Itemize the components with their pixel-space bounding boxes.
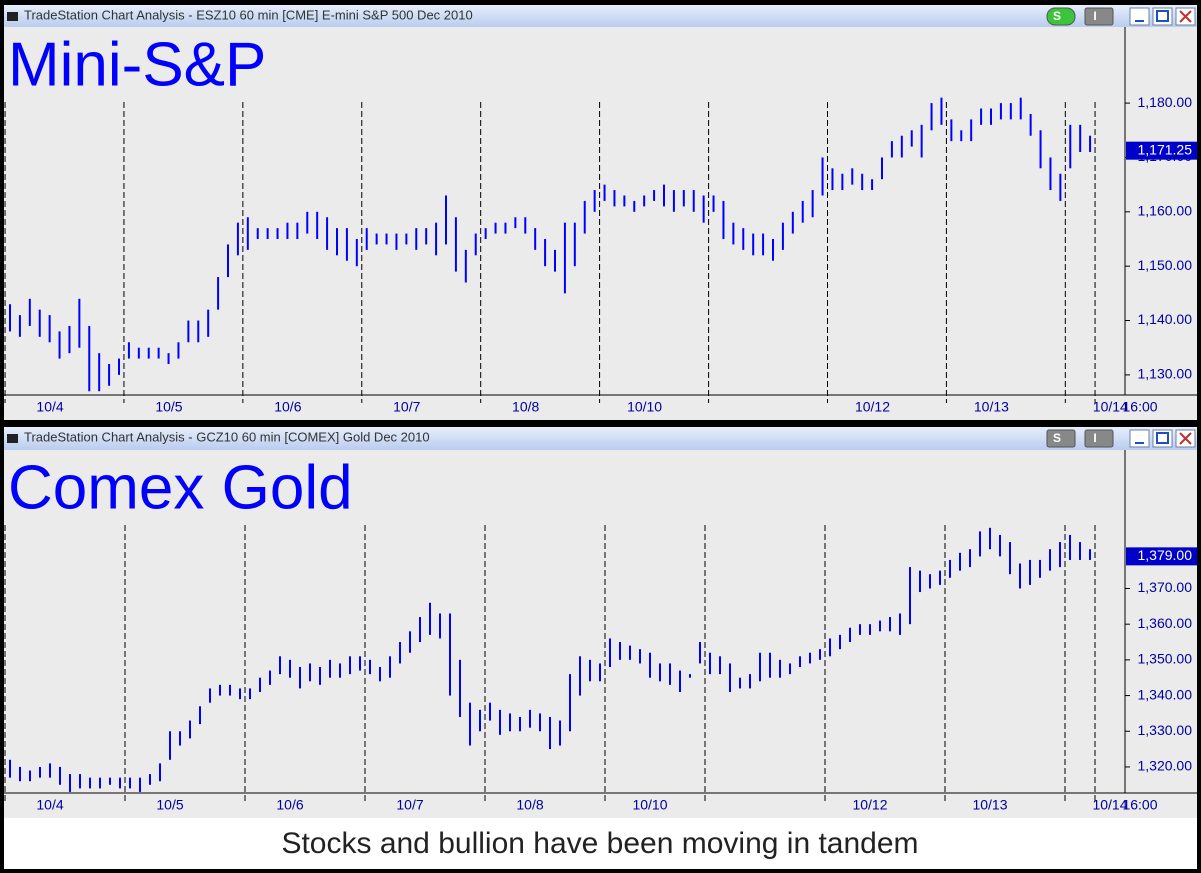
x-tick-label: 10/10 <box>627 399 662 415</box>
last-price-box <box>1126 547 1197 566</box>
minimize-button[interactable] <box>1129 429 1150 448</box>
toolbar-button-label: I <box>1093 9 1096 23</box>
time-axis <box>4 793 1197 818</box>
maximize-glyph <box>1156 432 1169 444</box>
toolbar-button[interactable] <box>1046 429 1076 448</box>
window-icon <box>7 12 18 21</box>
x-tick-label: 10/8 <box>516 797 543 813</box>
chart-title: Comex Gold <box>8 453 353 522</box>
x-tick-label: 10/6 <box>274 399 301 415</box>
caption-area <box>4 818 1197 869</box>
x-tick-label: 10/13 <box>974 399 1009 415</box>
x-tick-label: 16:00 <box>1123 399 1158 415</box>
x-tick-label: 10/5 <box>155 399 182 415</box>
y-tick-label: 1,130.00 <box>1138 366 1193 382</box>
x-tick-label: 10/7 <box>393 399 420 415</box>
y-tick-label: 1,370.00 <box>1138 579 1193 595</box>
maximize-glyph <box>1156 10 1169 22</box>
price-axis <box>1125 27 1197 395</box>
toolbar-button-label: S <box>1053 431 1061 445</box>
toolbar-button[interactable] <box>1084 7 1114 26</box>
close-glyph <box>1179 432 1192 445</box>
y-tick-label: 1,320.00 <box>1138 758 1193 774</box>
x-tick-label: 10/7 <box>396 797 423 813</box>
title-bar <box>4 427 1197 450</box>
x-tick-label: 10/14 <box>1092 797 1127 813</box>
x-tick-label: 10/10 <box>632 797 667 813</box>
y-tick-label: 1,150.00 <box>1138 257 1193 273</box>
y-tick-label: 1,160.00 <box>1138 203 1193 219</box>
y-tick-label: 1,360.00 <box>1138 615 1193 631</box>
x-tick-label: 16:00 <box>1122 797 1157 813</box>
x-tick-label: 10/12 <box>855 399 890 415</box>
price-axis <box>1125 450 1197 793</box>
last-price-box <box>1126 141 1197 160</box>
caption: Stocks and bullion have been moving in t… <box>281 827 918 860</box>
x-tick-label: 10/4 <box>36 797 63 813</box>
x-tick-label: 10/6 <box>276 797 303 813</box>
x-tick-label: 10/13 <box>972 797 1007 813</box>
y-tick-label: 1,340.00 <box>1138 686 1193 702</box>
y-tick-label: 1,140.00 <box>1138 311 1193 327</box>
toolbar-button[interactable] <box>1046 7 1076 26</box>
x-tick-label: 10/5 <box>156 797 183 813</box>
window-title: TradeStation Chart Analysis - ESZ10 60 m… <box>24 7 473 22</box>
plot-area <box>4 27 1125 395</box>
toolbar-button-label: S <box>1053 9 1061 23</box>
window-title: TradeStation Chart Analysis - GCZ10 60 m… <box>24 429 430 444</box>
x-tick-label: 10/4 <box>36 399 63 415</box>
minimize-button[interactable] <box>1129 7 1150 26</box>
window-icon <box>7 434 18 443</box>
title-bar <box>4 5 1197 27</box>
chart-title: Mini-S&P <box>8 30 266 99</box>
y-tick-label: 1,350.00 <box>1138 651 1193 667</box>
toolbar-button[interactable] <box>1084 429 1114 448</box>
toolbar-button-label: I <box>1093 431 1096 445</box>
close-glyph <box>1179 10 1192 23</box>
last-price-label: 1,171.25 <box>1138 141 1193 157</box>
x-tick-label: 10/8 <box>512 399 539 415</box>
y-tick-label: 1,180.00 <box>1138 94 1193 110</box>
x-tick-label: 10/12 <box>852 797 887 813</box>
time-axis <box>4 395 1197 420</box>
last-price-label: 1,379.00 <box>1138 547 1193 563</box>
y-tick-label: 1,330.00 <box>1138 722 1193 738</box>
x-tick-label: 10/14 <box>1093 399 1128 415</box>
